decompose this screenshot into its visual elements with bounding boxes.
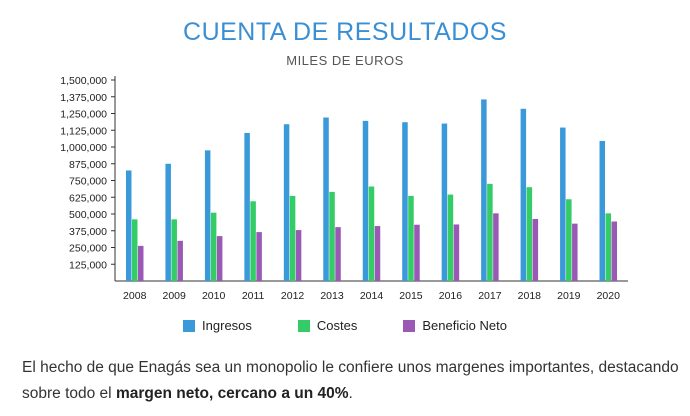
y-tick-label: 1,375,000	[60, 92, 107, 104]
bar-beneficio-neto-2016	[453, 224, 460, 281]
y-tick-label: 250,000	[69, 243, 107, 255]
caption-paragraph: El hecho de que Enagás sea un monopolio …	[22, 355, 682, 407]
legend-item-beneficio-neto: Beneficio Neto	[403, 318, 507, 333]
legend-item-ingresos: Ingresos	[183, 318, 252, 333]
bar-costes-2020	[605, 213, 612, 281]
bar-ingresos-2008	[125, 170, 132, 281]
bar-costes-2017	[487, 183, 493, 281]
bar-ingresos-2011	[244, 132, 250, 281]
chart-legend: Ingresos Costes Beneficio Neto	[0, 318, 690, 333]
bar-costes-2014	[368, 186, 375, 281]
x-tick-label: 2016	[439, 290, 463, 302]
y-tick-label: 500,000	[69, 209, 107, 221]
bar-costes-2011	[250, 201, 256, 281]
bar-beneficio-neto-2014	[374, 226, 381, 281]
bar-costes-2016	[447, 194, 454, 281]
y-axis-ticks: 1,500,000 1,375,000 1,250,000 1,125,000 1,00…	[60, 75, 115, 271]
bar-ingresos-2013	[323, 117, 329, 282]
bar-ingresos-2020	[599, 140, 606, 281]
bar-costes-2018	[526, 187, 533, 281]
y-tick-label: 750,000	[69, 176, 107, 188]
x-tick-label: 2014	[360, 290, 384, 302]
bar-ingresos-2009	[165, 163, 171, 281]
legend-label-ingresos: Ingresos	[202, 318, 252, 333]
y-tick-label: 875,000	[69, 159, 107, 171]
bar-costes-2015	[408, 195, 414, 281]
bar-beneficio-neto-2013	[335, 227, 341, 281]
x-tick-label: 2008	[123, 290, 147, 302]
legend-item-costes: Costes	[297, 318, 358, 333]
bar-ingresos-2014	[362, 120, 369, 282]
x-axis-ticks: 2008 2009 2010 2011 2012 2013 2014 2015 2016 2017…	[123, 290, 620, 302]
x-tick-label: 2019	[557, 290, 581, 302]
caption-end: .	[348, 385, 353, 402]
chart-subtitle: MILES DE EUROS	[286, 53, 404, 68]
bar-beneficio-neto-2015	[414, 224, 420, 281]
bar-costes-2019	[566, 199, 572, 281]
bar-costes-2013	[329, 191, 335, 281]
bar-beneficio-neto-2009	[177, 240, 183, 281]
bar-ingresos-2016	[441, 123, 448, 281]
x-tick-label: 2015	[399, 290, 423, 302]
bar-ingresos-2019	[560, 127, 566, 281]
chart-title: CUENTA DE RESULTADOS	[183, 18, 507, 46]
x-tick-label: 2011	[242, 290, 265, 302]
y-tick-label: 1,500,000	[60, 75, 107, 87]
x-tick-label: 2013	[320, 290, 344, 302]
legend-swatch-ingresos	[183, 319, 196, 332]
bar-beneficio-neto-2017	[493, 213, 499, 281]
bar-costes-2012	[289, 195, 296, 281]
caption-highlight: margen neto, cercano a un 40%	[115, 385, 349, 402]
legend-swatch-costes	[297, 319, 310, 332]
y-tick-label: 125,000	[69, 259, 107, 271]
x-tick-label: 2020	[597, 290, 621, 302]
bar-costes-2008	[131, 219, 138, 281]
legend-swatch-beneficio-neto	[403, 319, 416, 332]
y-tick-label: 1,250,000	[60, 109, 107, 121]
bar-ingresos-2010	[204, 150, 211, 281]
bar-ingresos-2015	[402, 122, 408, 282]
bar-costes-2010	[210, 212, 217, 281]
bar-beneficio-neto-2020	[611, 221, 618, 281]
bar-ingresos-2018	[520, 108, 527, 281]
legend-label-beneficio-neto: Beneficio Neto	[422, 318, 507, 333]
x-tick-label: 2018	[518, 290, 542, 302]
y-tick-label: 1,000,000	[60, 142, 107, 154]
bar-group	[125, 99, 618, 282]
x-tick-label: 2012	[281, 290, 305, 302]
bar-beneficio-neto-2012	[295, 230, 302, 281]
bar-beneficio-neto-2019	[572, 223, 578, 281]
x-tick-label: 2009	[163, 290, 187, 302]
bar-beneficio-neto-2008	[137, 245, 144, 281]
caption-text: El hecho de que Enagás sea un monopolio …	[22, 359, 679, 402]
x-tick-label: 2010	[202, 290, 226, 302]
bar-beneficio-neto-2018	[532, 218, 539, 281]
bar-beneficio-neto-2010	[216, 236, 223, 281]
bar-ingresos-2012	[283, 124, 290, 281]
legend-label-costes: Costes	[316, 318, 358, 333]
y-tick-label: 1,125,000	[60, 125, 107, 137]
bar-costes-2009	[171, 219, 177, 281]
bar-beneficio-neto-2011	[256, 232, 262, 281]
x-tick-label: 2017	[478, 290, 502, 302]
y-tick-label: 375,000	[69, 226, 107, 238]
bar-ingresos-2017	[481, 99, 487, 282]
y-tick-label: 625,000	[69, 192, 107, 204]
